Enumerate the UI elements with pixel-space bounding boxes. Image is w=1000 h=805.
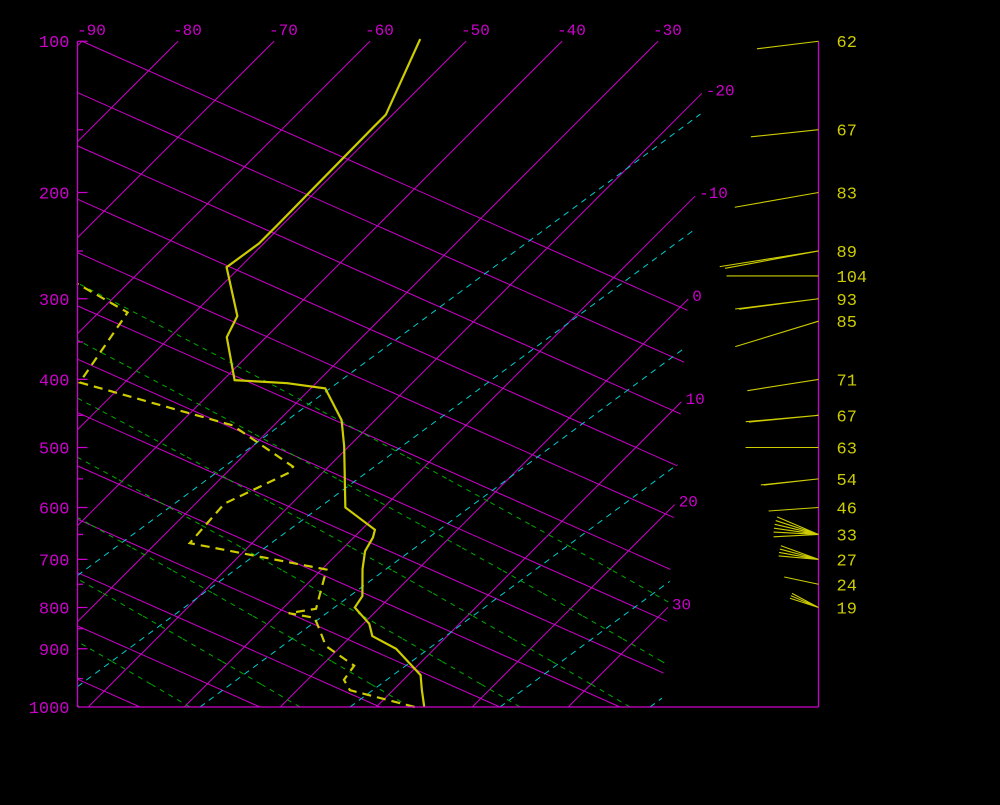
svg-text:900: 900 — [39, 642, 70, 661]
svg-text:700: 700 — [39, 552, 70, 571]
svg-text:-30: -30 — [653, 22, 682, 40]
svg-text:0: 0 — [692, 288, 702, 306]
svg-text:20: 20 — [679, 494, 698, 512]
svg-text:67: 67 — [837, 123, 857, 142]
svg-text:100: 100 — [39, 34, 70, 53]
svg-text:19: 19 — [837, 601, 857, 620]
svg-text:83: 83 — [837, 186, 857, 205]
svg-text:1000: 1000 — [29, 700, 70, 719]
svg-text:71: 71 — [837, 372, 857, 391]
svg-text:-40: -40 — [557, 22, 586, 40]
svg-text:85: 85 — [837, 314, 857, 333]
svg-text:-80: -80 — [173, 22, 202, 40]
svg-text:500: 500 — [39, 441, 70, 460]
svg-text:27: 27 — [837, 552, 857, 571]
svg-text:30: 30 — [672, 596, 691, 614]
svg-text:300: 300 — [39, 292, 70, 311]
svg-text:-60: -60 — [365, 22, 394, 40]
svg-text:67: 67 — [837, 408, 857, 427]
svg-text:10: 10 — [686, 391, 705, 409]
svg-text:104: 104 — [837, 269, 868, 288]
svg-text:89: 89 — [837, 244, 857, 263]
svg-text:-50: -50 — [461, 22, 490, 40]
svg-text:-90: -90 — [77, 22, 106, 40]
svg-text:24: 24 — [837, 577, 857, 596]
svg-text:93: 93 — [837, 292, 857, 311]
svg-text:-20: -20 — [706, 82, 735, 100]
svg-text:33: 33 — [837, 527, 857, 546]
svg-text:-10: -10 — [699, 185, 728, 203]
svg-text:62: 62 — [837, 34, 857, 53]
svg-text:200: 200 — [39, 186, 70, 205]
svg-text:54: 54 — [837, 472, 857, 491]
svg-text:46: 46 — [837, 501, 857, 520]
svg-text:-70: -70 — [269, 22, 298, 40]
svg-text:400: 400 — [39, 372, 70, 391]
svg-text:800: 800 — [39, 601, 70, 620]
svg-text:600: 600 — [39, 501, 70, 520]
svg-text:63: 63 — [837, 441, 857, 460]
